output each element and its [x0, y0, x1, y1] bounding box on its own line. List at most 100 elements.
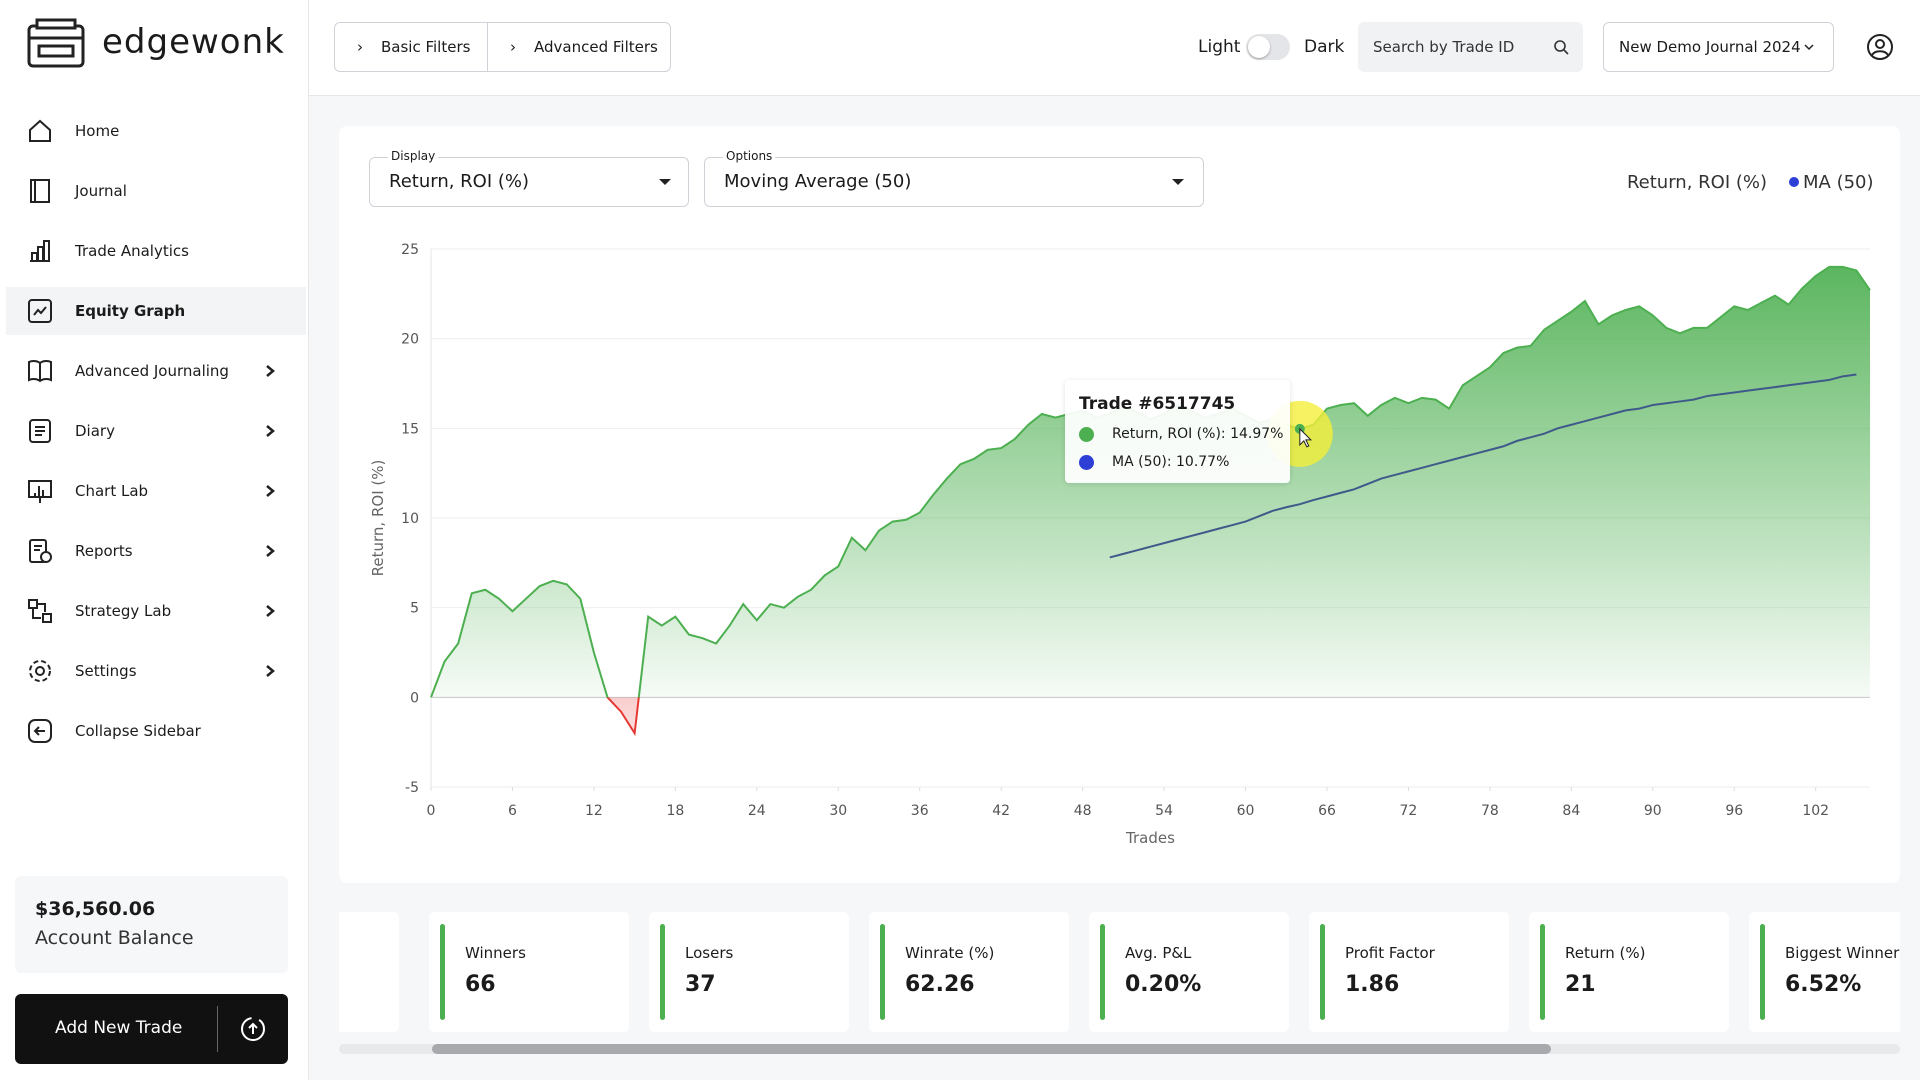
nav-label: Reports	[75, 542, 133, 560]
nav-item[interactable]: Advanced Journaling	[6, 347, 306, 395]
journal-select[interactable]: New Demo Journal 2024	[1603, 22, 1834, 72]
x-tick-label: 84	[1562, 803, 1580, 819]
nav-label: Chart Lab	[75, 482, 149, 500]
balance-label: Account Balance	[35, 927, 194, 949]
y-tick-label: 5	[410, 601, 419, 617]
nav-item[interactable]: Chart Lab	[6, 467, 306, 515]
stat-label: Profit Factor	[1345, 944, 1435, 962]
x-tick-label: 36	[911, 803, 929, 819]
nav-label: Home	[75, 122, 120, 140]
filter-label: Advanced Filters	[534, 38, 658, 56]
x-tick-label: 30	[829, 803, 847, 819]
x-tick-label: 6	[508, 803, 517, 819]
stat-card: Profit Factor 1.86	[1309, 912, 1509, 1032]
filters: › Basic Filters › Advanced Filters	[334, 22, 671, 72]
nav-item[interactable]: Home	[6, 107, 306, 155]
options-select[interactable]: Options Moving Average (50)	[704, 149, 1204, 207]
stat-card: Return (%) 21	[1529, 912, 1729, 1032]
nav-item[interactable]: Strategy Lab	[6, 587, 306, 635]
stat-card: Winrate (%) 62.26	[869, 912, 1069, 1032]
stat-accent	[1760, 924, 1765, 1020]
stat-value: 66	[465, 972, 496, 997]
stat-value: 0.20%	[1125, 972, 1202, 997]
nav-item[interactable]: Reports	[6, 527, 306, 575]
stat-card: Biggest Winner 6.52%	[1749, 912, 1900, 1032]
add-trade-button[interactable]: Add New Trade	[15, 994, 288, 1064]
nav-item[interactable]: Collapse Sidebar	[6, 707, 306, 755]
area-fill	[431, 266, 1870, 734]
nav-label: Trade Analytics	[75, 242, 189, 260]
stat-value: 37	[685, 972, 716, 997]
tooltip-text: Return, ROI (%): 14.97%	[1112, 426, 1284, 442]
nav-label: Advanced Journaling	[75, 362, 229, 380]
stat-accent	[880, 924, 885, 1020]
stat-label: Winrate (%)	[905, 944, 995, 962]
tooltip-line: Return, ROI (%): 14.97%	[1079, 426, 1283, 442]
x-tick-label: 102	[1802, 803, 1829, 819]
x-tick-label: 0	[427, 803, 436, 819]
scrollbar-thumb[interactable]	[432, 1044, 1551, 1054]
topbar: › Basic Filters › Advanced Filters Light D…	[309, 0, 1920, 96]
user-icon[interactable]	[1866, 33, 1894, 61]
x-tick-label: 78	[1481, 803, 1499, 819]
stat-value: 1.86	[1345, 972, 1400, 997]
x-tick-label: 90	[1644, 803, 1662, 819]
stat-label: Losers	[685, 944, 734, 962]
stat-accent	[1540, 924, 1545, 1020]
x-axis-label: Trades	[1125, 829, 1175, 847]
display-value: Return, ROI (%)	[389, 171, 530, 192]
ma-line	[1109, 373, 1857, 559]
y-tick-label: 10	[401, 511, 419, 527]
x-tick-label: 48	[1074, 803, 1092, 819]
theme-dark: Dark	[1304, 37, 1345, 57]
stat-label: Biggest Winner	[1785, 944, 1900, 962]
upload-icon[interactable]	[240, 1016, 266, 1042]
filter-button[interactable]: › Basic Filters	[335, 23, 488, 71]
nav-label: Strategy Lab	[75, 602, 172, 620]
stat-value: 6.52%	[1785, 972, 1862, 997]
balance-box: $36,560.06 Account Balance	[15, 876, 288, 973]
nav-item[interactable]: Journal	[6, 167, 306, 215]
theme-toggle[interactable]	[1246, 34, 1290, 60]
nav-label: Collapse Sidebar	[75, 722, 201, 740]
x-tick-label: 42	[992, 803, 1010, 819]
legend-label: Return, ROI (%)	[1627, 172, 1767, 193]
x-tick-label: 24	[748, 803, 766, 819]
journal-name: New Demo Journal 2024	[1619, 38, 1801, 56]
nav-item[interactable]: Settings	[6, 647, 306, 695]
search-placeholder: Search by Trade ID	[1373, 38, 1515, 56]
stat-card: Avg. P&L 0.20%	[1089, 912, 1289, 1032]
legend-dot	[1789, 177, 1799, 187]
nav-item[interactable]: Trade Analytics	[6, 227, 306, 275]
options-label: Options	[723, 149, 776, 163]
display-label: Display	[388, 149, 439, 163]
stat-accent	[440, 924, 445, 1020]
search[interactable]: Search by Trade ID	[1358, 22, 1583, 72]
nav-item[interactable]: Equity Graph	[6, 287, 306, 335]
x-tick-label: 66	[1318, 803, 1336, 819]
nav-item[interactable]: Diary	[6, 407, 306, 455]
logo: edgewonk	[102, 22, 285, 62]
stat-card-partial	[339, 912, 399, 1032]
tooltip-line: MA (50): 10.77%	[1079, 454, 1229, 470]
stat-label: Return (%)	[1565, 944, 1646, 962]
x-tick-label: 54	[1155, 803, 1173, 819]
y-tick-label: 0	[410, 690, 419, 706]
chart-card: Display Return, ROI (%) Options Moving A…	[339, 126, 1900, 883]
x-tick-label: 12	[585, 803, 603, 819]
stat-card: Losers 37	[649, 912, 849, 1032]
display-select[interactable]: Display Return, ROI (%)	[369, 149, 689, 207]
stat-accent	[660, 924, 665, 1020]
logo-icon	[27, 18, 85, 68]
x-tick-label: 96	[1725, 803, 1743, 819]
tooltip-text: MA (50): 10.77%	[1112, 454, 1230, 470]
divider	[217, 1006, 218, 1052]
y-axis-label: Return, ROI (%)	[369, 460, 387, 577]
stat-card: Winners 66	[429, 912, 629, 1032]
y-tick-label: -5	[405, 780, 419, 796]
filter-button[interactable]: › Advanced Filters	[510, 38, 658, 56]
stat-label: Avg. P&L	[1125, 944, 1192, 962]
nav-label: Equity Graph	[75, 302, 186, 320]
theme-light: Light	[1198, 37, 1241, 57]
